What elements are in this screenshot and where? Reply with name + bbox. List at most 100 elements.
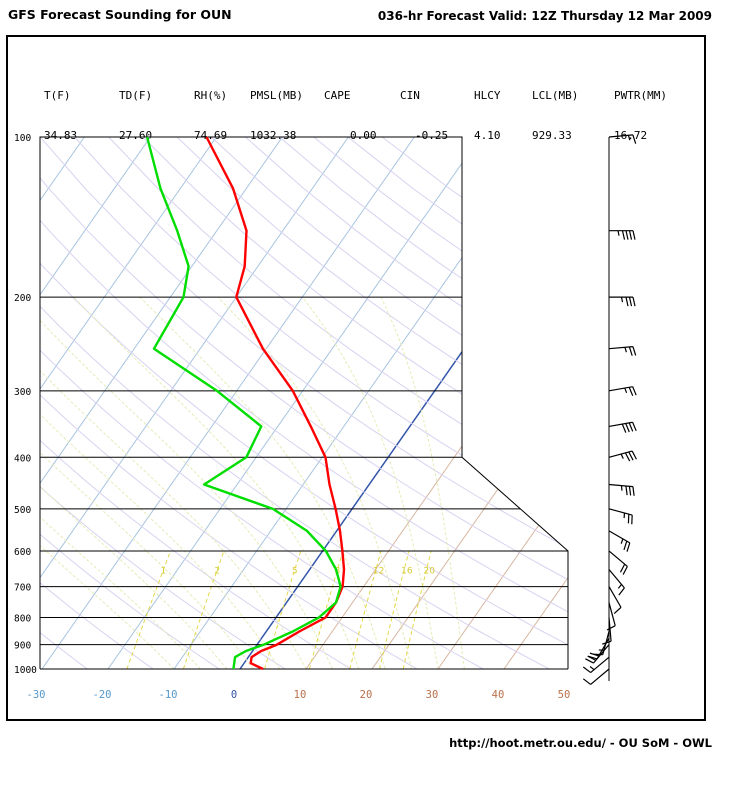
param-label: RH(%) [194,89,228,102]
wind-barb-flag [625,485,628,496]
wind-barb-half-flag [624,387,628,394]
wind-barb-half-flag [620,297,624,303]
temperature-tick-label: 30 [426,689,439,701]
dry-adiabat-line [40,137,220,669]
param-lcl: LCL(MB) 929.33 [532,63,578,169]
wind-barb-flag [628,346,633,356]
wind-barb [608,386,633,392]
wind-barb [608,346,633,350]
isotherm-line [107,137,481,669]
moist-adiabat-line [40,296,254,669]
dewpoint-profile-line [145,136,342,670]
wind-barb [590,668,610,685]
wind-barb-flag [632,230,636,240]
pressure-tick-label: 600 [14,547,31,558]
dry-adiabat-line [40,137,568,669]
wind-barb-flag [631,450,637,460]
moist-adiabat-line [73,296,360,669]
wind-barb-flag [585,658,594,664]
source-credit: http://hoot.metr.ou.edu/ - OU SoM - OWL [449,736,712,750]
wind-barb [593,644,610,664]
dry-adiabat-line [40,137,550,669]
param-helicity: HLCY 4.10 [474,63,501,169]
wind-barb-flag [626,542,631,552]
temperature-tick-label: -30 [27,689,46,701]
forecast-valid-time: 036-hr Forecast Valid: 12Z Thursday 12 M… [377,9,712,23]
isotherm-line [40,137,349,669]
moist-adiabat-line [40,296,307,669]
wind-barb-flag [625,230,629,240]
chart-title: GFS Forecast Sounding for OUN [8,7,232,22]
wind-barb [608,508,633,516]
param-value: -0.25 [415,129,449,142]
isotherm-line [305,137,568,669]
temperature-tick-label: 20 [360,689,373,701]
dry-adiabat-line [40,137,286,669]
wind-barb [596,637,610,660]
wind-barb-flag [621,423,627,433]
mixing-ratio-label: 16 [401,566,413,576]
wind-barb [608,569,625,589]
wind-barb-flag [628,297,633,307]
wind-barb-half-flag [589,666,595,671]
wind-barb-flag [622,566,628,575]
moist-adiabat-line [380,296,465,669]
pressure-tick-label: 700 [14,583,31,594]
param-label: T(F) [44,89,71,102]
param-value: 27.60 [119,129,153,142]
pressure-tick-label: 900 [14,641,31,652]
wind-barb-flag [632,134,637,144]
param-label: CIN [400,89,420,102]
wind-barb [608,530,631,544]
wind-barb-flag [589,652,599,657]
pressure-tick-label: 800 [14,613,31,624]
dry-adiabat-line [40,137,484,669]
dry-adiabat-line [176,137,568,669]
sounding-parameters: T(F) 34.83 TD(F) 27.60 RH(%) 74.69 PMSL(… [0,63,734,142]
isotherm-line [41,137,415,669]
pressure-tick-label: 500 [14,505,31,516]
wind-barb-half-flag [620,538,624,544]
wind-barb-half-flag [617,230,620,236]
mixing-ratio-label: 1 [161,566,167,576]
wind-barb-half-flag [620,453,624,459]
moist-adiabat-line [217,296,413,669]
wind-barb-flag [628,451,634,461]
temperature-tick-label: 10 [294,689,307,701]
isotherm-line [40,137,151,669]
wind-barb-flag [582,678,591,685]
temperature-tick-label: 40 [492,689,505,701]
pressure-tick-label: 400 [14,453,31,464]
plot-outline [39,136,569,669]
dry-adiabat-line [142,137,568,669]
isotherm-line [570,137,734,669]
dry-adiabat-line [40,137,568,669]
mixing-ratio-line [349,550,382,670]
wind-barb [608,550,628,567]
wind-barb [608,586,622,608]
param-value: 929.33 [532,129,572,142]
mixing-ratio-label: 20 [424,566,436,576]
wind-barb [608,602,616,626]
wind-barb-flag [624,452,631,462]
wind-barb-flag [628,387,634,397]
mixing-ratio-line [379,550,410,670]
param-relative-humidity: RH(%) 74.69 [194,63,227,169]
wind-barb-half-flag [620,485,623,491]
param-value: 1032.38 [250,129,297,142]
wind-barb-flag [628,486,632,496]
param-temperature: T(F) 34.83 [44,63,77,169]
wind-barb-flag [625,423,630,433]
wind-barb-flag [625,297,629,307]
isotherm-line [437,137,568,669]
dry-adiabat-line [40,137,418,669]
param-cin: CIN -0.25 [400,63,448,169]
wind-barb-half-flag [617,584,623,589]
wind-barb-flag [628,422,634,432]
param-dewpoint: TD(F) 27.60 [119,63,152,169]
temperature-tick-label: -10 [159,689,178,701]
dry-adiabat-line [108,137,568,669]
param-value: 34.83 [44,129,78,142]
wind-barb [608,617,612,642]
